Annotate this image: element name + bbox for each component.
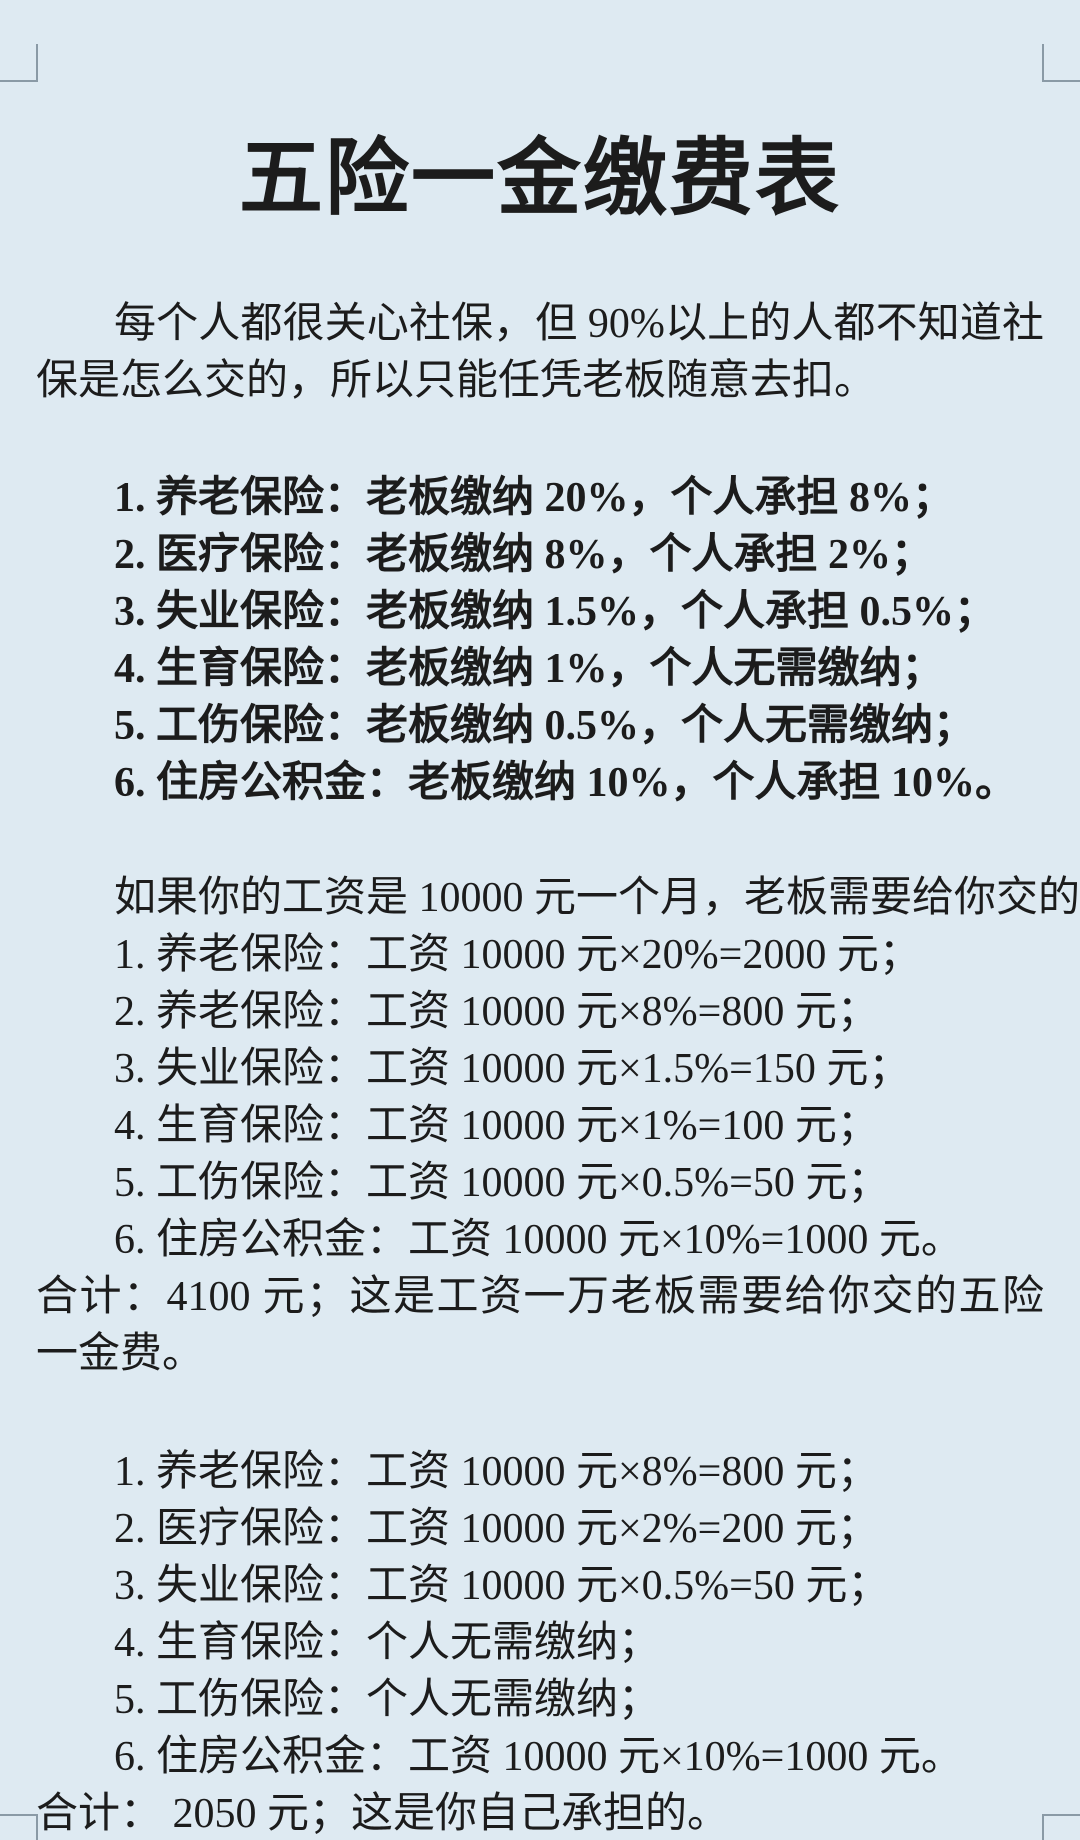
- list-item: 2. 医疗保险：工资 10000 元×2%=200 元；: [114, 1506, 879, 1552]
- list-item: 1. 养老保险：工资 10000 元×20%=2000 元；: [114, 932, 921, 978]
- corner-crop-mark-top-left-icon: [0, 44, 38, 82]
- list-item: 3. 失业保险：老板缴纳 1.5%，个人承担 0.5%；: [114, 589, 997, 635]
- list-item: 3. 失业保险：工资 10000 元×0.5%=50 元；: [114, 1563, 890, 1609]
- document-body: 每个人都很关心社保，但 90%以上的人都不知道社保是怎么交的，所以只能任凭老板随…: [36, 296, 1080, 1840]
- page-title: 五险一金缴费表: [238, 133, 841, 226]
- intro-paragraph: 每个人都很关心社保，但 90%以上的人都不知道社保是怎么交的，所以只能任凭老板随…: [36, 301, 1044, 404]
- list-item: 4. 生育保险：老板缴纳 1%，个人无需缴纳；: [114, 646, 944, 692]
- employer-section-heading: 如果你的工资是 10000 元一个月，老板需要给你交的：: [114, 875, 1080, 921]
- list-item: 5. 工伤保险：老板缴纳 0.5%，个人无需缴纳；: [114, 703, 976, 749]
- employer-contribution-section: 如果你的工资是 10000 元一个月，老板需要给你交的： 1. 养老保险：工资 …: [36, 870, 1080, 1383]
- employer-contribution-list: 1. 养老保险：工资 10000 元×20%=2000 元； 2. 养老保险：工…: [36, 927, 1044, 1269]
- list-item: 2. 养老保险：工资 10000 元×8%=800 元；: [114, 989, 879, 1035]
- corner-crop-mark-bottom-left-icon: [0, 1814, 38, 1840]
- list-item: 1. 养老保险：工资 10000 元×8%=800 元；: [114, 1449, 879, 1495]
- corner-crop-mark-top-right-icon: [1042, 44, 1080, 82]
- personal-contribution-list: 1. 养老保险：工资 10000 元×8%=800 元； 2. 医疗保险：工资 …: [36, 1444, 1044, 1786]
- employer-total-line: 合计：4100 元；这是工资一万老板需要给你交的五险一金费。: [36, 1274, 1044, 1377]
- list-item: 4. 生育保险：工资 10000 元×1%=100 元；: [114, 1103, 879, 1149]
- list-item: 6. 住房公积金：老板缴纳 10%，个人承担 10%。: [114, 760, 1018, 806]
- list-item: 3. 失业保险：工资 10000 元×1.5%=150 元；: [114, 1046, 911, 1092]
- list-item: 6. 住房公积金：工资 10000 元×10%=1000 元。: [114, 1217, 963, 1263]
- contribution-rates-list: 1. 养老保险：老板缴纳 20%，个人承担 8%； 2. 医疗保险：老板缴纳 8…: [36, 470, 1044, 812]
- list-item: 2. 医疗保险：老板缴纳 8%，个人承担 2%；: [114, 532, 934, 578]
- personal-total-line: 合计： 2050 元；这是你自己承担的。: [36, 1791, 730, 1837]
- list-item: 4. 生育保险：个人无需缴纳；: [114, 1620, 661, 1666]
- list-item: 1. 养老保险：老板缴纳 20%，个人承担 8%；: [114, 475, 955, 521]
- list-item: 6. 住房公积金：工资 10000 元×10%=1000 元。: [114, 1734, 963, 1780]
- personal-contribution-section: 1. 养老保险：工资 10000 元×8%=800 元； 2. 医疗保险：工资 …: [36, 1444, 1044, 1840]
- list-item: 5. 工伤保险：个人无需缴纳；: [114, 1677, 661, 1723]
- corner-crop-mark-bottom-right-icon: [1042, 1814, 1080, 1840]
- list-item: 5. 工伤保险：工资 10000 元×0.5%=50 元；: [114, 1160, 890, 1206]
